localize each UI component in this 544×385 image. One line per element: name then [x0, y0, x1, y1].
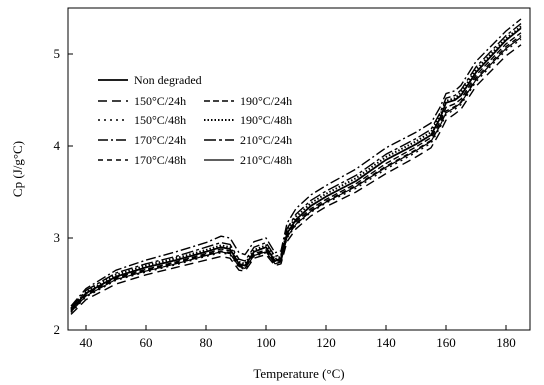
- y-tick-label-2: 4: [54, 138, 61, 153]
- legend-label-7: 210°C/24h: [240, 133, 292, 147]
- series-line-8: [70, 36, 522, 313]
- series-line-6: [70, 25, 522, 310]
- legend-label-3: 170°C/24h: [134, 133, 186, 147]
- legend-label-4: 170°C/48h: [134, 153, 186, 167]
- y-axis-label: Cp (J/g°C): [10, 141, 25, 197]
- x-tick-label-3: 100: [256, 335, 276, 350]
- series-layer: [70, 18, 522, 315]
- y-tick-label-0: 2: [54, 322, 61, 337]
- x-tick-label-5: 140: [376, 335, 396, 350]
- x-tick-label-7: 180: [496, 335, 516, 350]
- x-tick-label-6: 160: [436, 335, 456, 350]
- legend: Non degraded 150°C/24h 150°C/48h 170°C/24h 1…: [98, 73, 292, 167]
- series-line-3: [70, 18, 522, 307]
- y-tick-label-3: 5: [54, 46, 61, 61]
- x-tick-label-4: 120: [316, 335, 336, 350]
- y-axis: 2 3 4 5: [54, 46, 73, 337]
- x-tick-label-2: 80: [200, 335, 213, 350]
- x-axis-label: Temperature (°C): [253, 366, 344, 381]
- plot-area: [67, 7, 531, 331]
- x-tick-label-1: 60: [140, 335, 153, 350]
- legend-label-5: 190°C/24h: [240, 94, 292, 108]
- series-line-7: [70, 23, 522, 309]
- plot-frame: [67, 7, 531, 331]
- legend-label-0: Non degraded: [134, 73, 202, 87]
- legend-label-2: 150°C/48h: [134, 113, 186, 127]
- y-tick-label-1: 3: [54, 230, 61, 245]
- legend-label-1: 150°C/24h: [134, 94, 186, 108]
- x-tick-label-0: 40: [80, 335, 93, 350]
- legend-label-6: 190°C/48h: [240, 113, 292, 127]
- series-line-2: [70, 38, 522, 313]
- x-axis: 40 60 80 100 120 140 160 180: [80, 325, 516, 350]
- legend-label-8: 210°C/48h: [240, 153, 292, 167]
